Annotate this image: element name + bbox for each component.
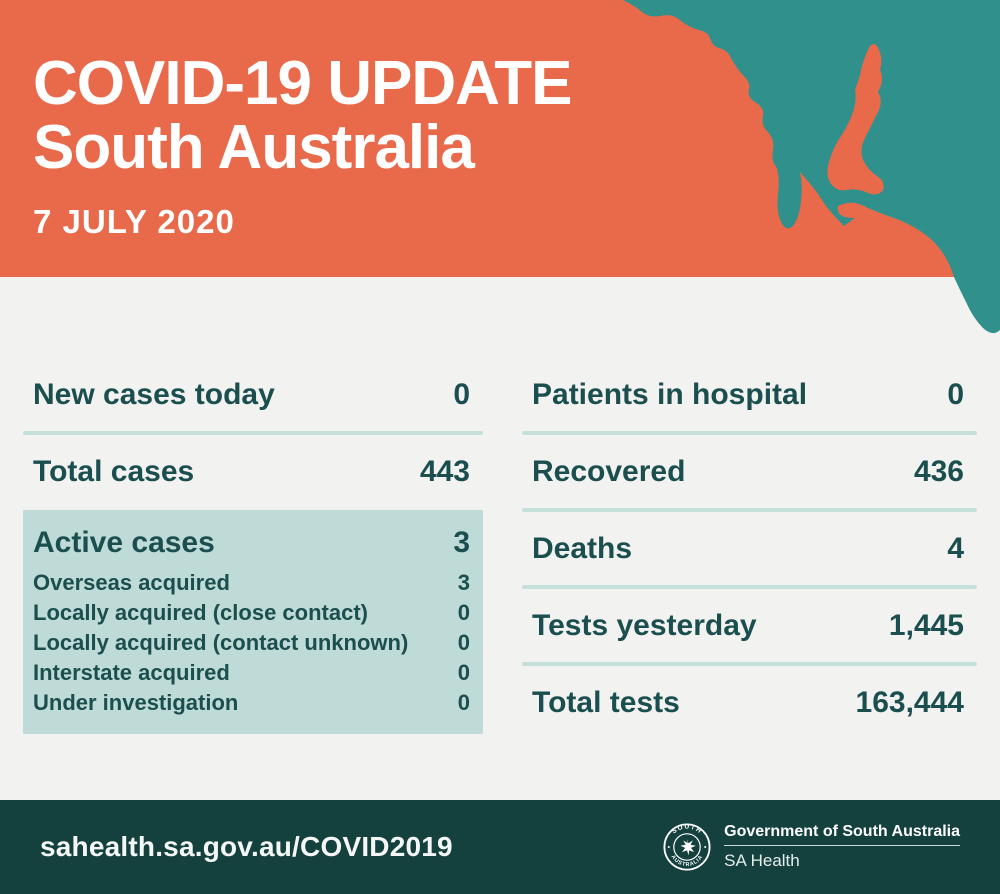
stat-label: Total tests xyxy=(532,686,680,719)
breakdown-value: 0 xyxy=(457,660,470,685)
stats-column-right: Patients in hospital 0 Recovered 436 Dea… xyxy=(522,378,977,720)
divider xyxy=(522,662,977,666)
brand-divider xyxy=(724,845,960,846)
stat-row-deaths: Deaths 4 xyxy=(522,532,977,566)
title-line-1: COVID-19 UPDATE xyxy=(33,49,573,118)
website-url: sahealth.sa.gov.au/COVID2019 xyxy=(40,831,453,862)
divider xyxy=(23,431,483,435)
breakdown-row-overseas: Overseas acquired 3 xyxy=(23,568,483,598)
government-label: Government of South Australia xyxy=(724,823,960,840)
breakdown-label: Interstate acquired xyxy=(33,660,230,685)
stat-label: Patients in hospital xyxy=(532,378,808,411)
breakdown-value: 0 xyxy=(457,690,470,715)
stat-row-new-cases: New cases today 0 xyxy=(23,378,483,412)
seal-outer-ring xyxy=(663,823,711,871)
breakdown-value: 0 xyxy=(457,600,470,625)
stat-label: Tests yesterday xyxy=(532,609,757,642)
title-line-2: South Australia xyxy=(33,113,475,182)
seal-inner-ring xyxy=(673,833,701,861)
seal-text-top: SOUTH xyxy=(671,823,703,835)
breakdown-label: Under investigation xyxy=(33,690,239,715)
breakdown-row-under-investigation: Under investigation 0 xyxy=(23,688,483,718)
stat-value: 436 xyxy=(913,455,964,488)
sa-government-seal-icon: SOUTH AUSTRALIA xyxy=(663,823,711,871)
breakdown-row-local-unknown: Locally acquired (contact unknown) 0 xyxy=(23,628,483,658)
stat-label: Active cases xyxy=(33,526,215,559)
stat-label: Total cases xyxy=(33,455,195,488)
stat-label: New cases today xyxy=(33,378,275,411)
piping-shrike-bird-icon xyxy=(680,839,696,856)
breakdown-value: 0 xyxy=(457,630,470,655)
breakdown-label: Locally acquired (close contact) xyxy=(33,600,368,625)
stat-label: Recovered xyxy=(532,455,686,488)
footer-bar: sahealth.sa.gov.au/COVID2019 SOUTH AUSTR… xyxy=(0,800,1000,894)
seal-dot-right xyxy=(704,846,707,848)
report-date: 7 JULY 2020 xyxy=(33,203,235,240)
seal-dot-left xyxy=(667,846,670,848)
stat-row-hospital: Patients in hospital 0 xyxy=(522,378,977,412)
stat-row-tests-yesterday: Tests yesterday 1,445 xyxy=(522,609,977,643)
header-banner: COVID-19 UPDATE South Australia 7 JULY 2… xyxy=(0,0,1000,277)
stat-row-recovered: Recovered 436 xyxy=(522,455,977,489)
agency-label: SA Health xyxy=(724,851,800,870)
stat-value: 1,445 xyxy=(888,609,964,642)
divider xyxy=(522,585,977,589)
active-cases-breakdown: Overseas acquired 3 Locally acquired (cl… xyxy=(23,568,483,718)
active-cases-panel: Active cases 3 Overseas acquired 3 Local… xyxy=(23,510,483,734)
breakdown-label: Locally acquired (contact unknown) xyxy=(33,630,409,655)
stats-column-left: New cases today 0 Total cases 443 Active… xyxy=(23,378,483,734)
breakdown-row-interstate: Interstate acquired 0 xyxy=(23,658,483,688)
stat-value: 163,444 xyxy=(855,686,964,719)
divider xyxy=(522,508,977,512)
government-brand-text: Government of South Australia SA Health xyxy=(724,823,960,871)
stat-label: Deaths xyxy=(532,532,633,565)
breakdown-label: Overseas acquired xyxy=(33,570,230,595)
stat-row-total-tests: Total tests 163,444 xyxy=(522,686,977,720)
stat-value: 4 xyxy=(947,532,964,565)
breakdown-row-local-close-contact: Locally acquired (close contact) 0 xyxy=(23,598,483,628)
stat-value: 3 xyxy=(453,526,470,559)
stat-value: 0 xyxy=(453,378,470,411)
divider xyxy=(522,431,977,435)
government-brand: SOUTH AUSTRALIA Government of South Aust… xyxy=(663,823,960,871)
stat-row-active-cases: Active cases 3 xyxy=(23,526,483,560)
stat-value: 443 xyxy=(419,455,470,488)
breakdown-value: 3 xyxy=(457,570,470,595)
stat-row-total-cases: Total cases 443 xyxy=(23,455,483,489)
stat-value: 0 xyxy=(947,378,964,411)
